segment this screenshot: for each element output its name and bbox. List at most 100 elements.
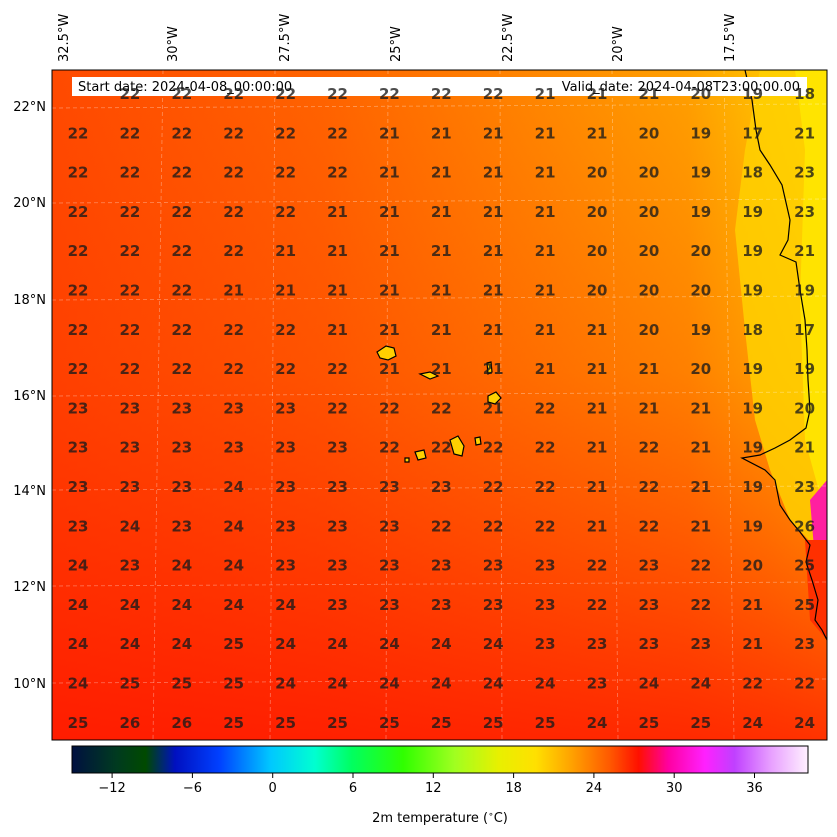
grid-value: 19 xyxy=(742,242,763,260)
grid-value: 22 xyxy=(68,360,89,378)
grid-value: 22 xyxy=(275,321,296,339)
grid-value: 24 xyxy=(68,635,89,653)
grid-value: 23 xyxy=(794,203,815,221)
lon-label-32-5w: 32.5°W xyxy=(57,14,72,62)
grid-value: 22 xyxy=(379,85,400,103)
grid-value: 20 xyxy=(638,164,659,182)
grid-value: 23 xyxy=(794,635,815,653)
grid-value: 24 xyxy=(379,675,400,693)
grid-value: 21 xyxy=(690,517,711,535)
grid-value: 23 xyxy=(275,399,296,417)
lat-label-10n: 10°N xyxy=(13,677,46,692)
grid-value: 21 xyxy=(327,321,348,339)
grid-value: 21 xyxy=(587,321,608,339)
grid-value: 23 xyxy=(275,478,296,496)
grid-value: 25 xyxy=(794,596,815,614)
grid-value: 25 xyxy=(535,714,556,732)
grid-value: 24 xyxy=(171,596,192,614)
grid-value: 22 xyxy=(68,242,89,260)
grid-value: 18 xyxy=(742,164,763,182)
grid-value: 22 xyxy=(638,439,659,457)
grid-value: 20 xyxy=(587,203,608,221)
grid-value: 20 xyxy=(690,282,711,300)
grid-value: 21 xyxy=(587,439,608,457)
grid-value: 25 xyxy=(68,714,89,732)
grid-value: 19 xyxy=(794,282,815,300)
cape-verde-islands xyxy=(376,345,502,463)
lat-label-12n: 12°N xyxy=(13,580,46,595)
grid-value: 22 xyxy=(431,517,452,535)
grid-value: 19 xyxy=(742,517,763,535)
grid-value: 23 xyxy=(223,439,244,457)
grid-value: 22 xyxy=(68,203,89,221)
grid-value: 19 xyxy=(742,282,763,300)
grid-value: 21 xyxy=(379,242,400,260)
grid-value: 23 xyxy=(68,517,89,535)
grid-value: 21 xyxy=(794,242,815,260)
grid-value: 22 xyxy=(275,124,296,142)
grid-value: 23 xyxy=(431,557,452,575)
grid-value: 22 xyxy=(223,203,244,221)
grid-value: 21 xyxy=(483,242,504,260)
grid-value: 20 xyxy=(690,85,711,103)
grid-value: 22 xyxy=(275,85,296,103)
grid-value: 25 xyxy=(223,635,244,653)
grid-value: 21 xyxy=(535,360,556,378)
grid-value: 22 xyxy=(431,439,452,457)
lon-label-22-5w: 22.5°W xyxy=(501,14,516,62)
grid-value: 21 xyxy=(483,321,504,339)
grid-value: 23 xyxy=(171,439,192,457)
grid-value: 22 xyxy=(431,85,452,103)
grid-value: 22 xyxy=(379,399,400,417)
grid-value: 23 xyxy=(794,164,815,182)
grid-value: 24 xyxy=(587,714,608,732)
grid-value: 24 xyxy=(223,517,244,535)
grid-value: 21 xyxy=(483,360,504,378)
grid-value: 21 xyxy=(483,164,504,182)
lon-label-30w: 30°W xyxy=(166,26,181,62)
grid-value: 21 xyxy=(483,282,504,300)
grid-value: 22 xyxy=(327,360,348,378)
grid-value: 23 xyxy=(171,478,192,496)
grid-value: 21 xyxy=(431,203,452,221)
grid-value: 23 xyxy=(638,635,659,653)
grid-value: 22 xyxy=(379,439,400,457)
grid-value: 20 xyxy=(587,164,608,182)
grid-value: 22 xyxy=(171,85,192,103)
grid-value: 24 xyxy=(68,596,89,614)
grid-value: 22 xyxy=(483,439,504,457)
grid-value: 22 xyxy=(119,85,140,103)
grid-value: 21 xyxy=(431,164,452,182)
grid-value: 23 xyxy=(483,596,504,614)
grid-value: 21 xyxy=(587,85,608,103)
grid-value: 22 xyxy=(223,360,244,378)
valid-date-label: Valid_date: 2024-04-08T23:00:00.00 xyxy=(562,80,800,95)
grid-value: 19 xyxy=(690,124,711,142)
grid-value: 17 xyxy=(794,321,815,339)
header-band xyxy=(72,77,807,96)
lon-label-17-5w: 17.5°W xyxy=(723,14,738,62)
grid-value: 24 xyxy=(223,596,244,614)
grid-value: 22 xyxy=(327,399,348,417)
grid-value: 22 xyxy=(119,360,140,378)
grid-value: 21 xyxy=(379,124,400,142)
grid-value: 26 xyxy=(119,714,140,732)
grid-value: 18 xyxy=(742,321,763,339)
grid-value: 24 xyxy=(275,635,296,653)
grid-value: 25 xyxy=(794,557,815,575)
grid-value: 23 xyxy=(68,478,89,496)
grid-value: 21 xyxy=(483,399,504,417)
grid-value: 23 xyxy=(535,635,556,653)
grid-value: 24 xyxy=(483,635,504,653)
grid-value: 22 xyxy=(794,675,815,693)
grid-value: 25 xyxy=(483,714,504,732)
grid-value: 17 xyxy=(742,124,763,142)
grid-value: 22 xyxy=(171,360,192,378)
grid-value: 22 xyxy=(483,478,504,496)
grid-value: 21 xyxy=(431,282,452,300)
grid-value: 25 xyxy=(275,714,296,732)
grid-value: 22 xyxy=(68,124,89,142)
grid-value: 23 xyxy=(275,517,296,535)
grid-value: 20 xyxy=(690,360,711,378)
